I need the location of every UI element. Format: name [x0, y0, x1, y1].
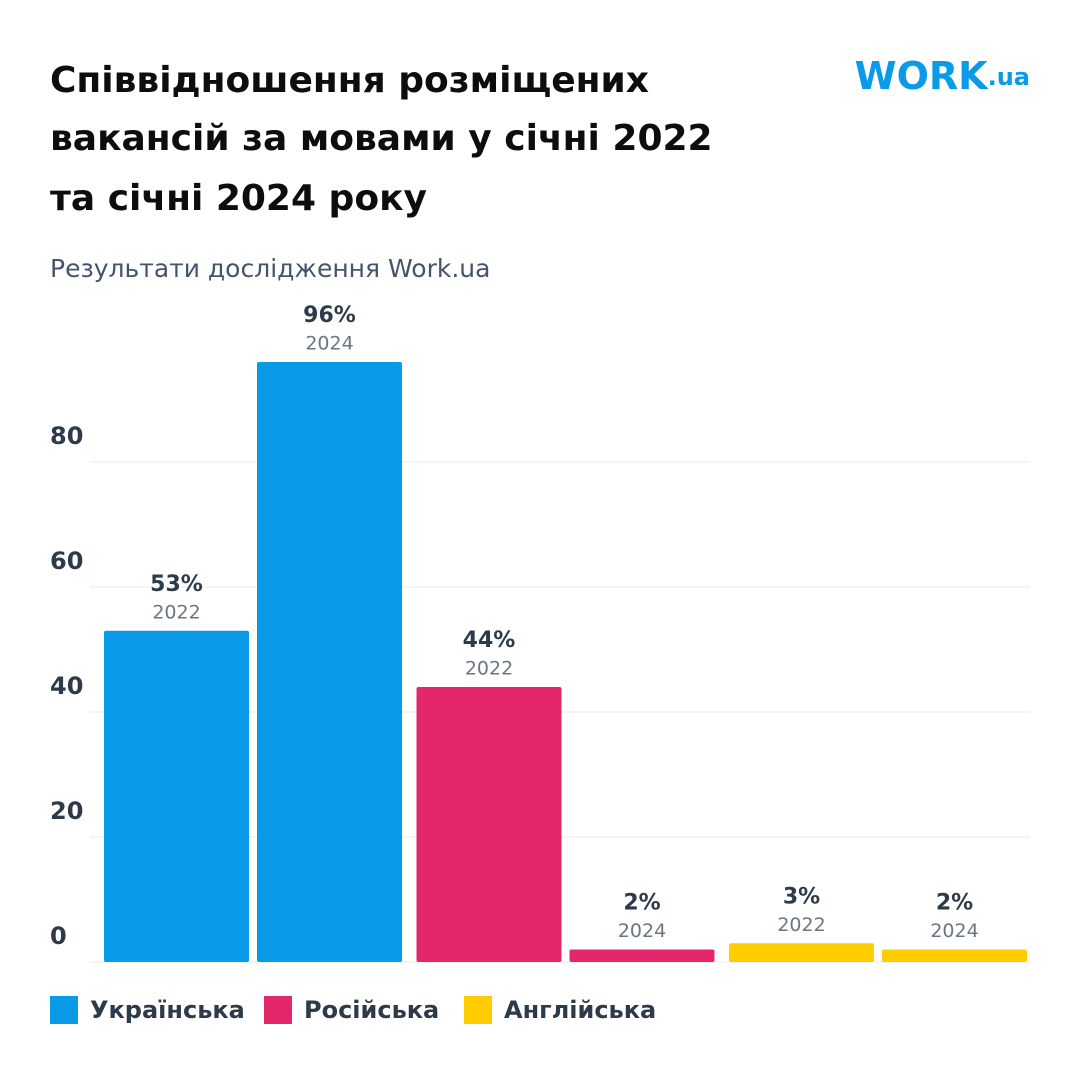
- legend-swatch: [50, 996, 78, 1024]
- chart-subtitle: Результати дослідження Work.ua: [50, 254, 490, 283]
- y-tick-label: 80: [50, 422, 83, 450]
- logo-suffix: .ua: [988, 63, 1030, 91]
- y-tick-label: 60: [50, 547, 83, 575]
- chart-title: та січні 2024 року: [50, 178, 427, 219]
- legend-swatch: [264, 996, 292, 1024]
- y-tick-label: 20: [50, 797, 83, 825]
- year-label: 2024: [618, 920, 666, 942]
- legend-swatch: [464, 996, 492, 1024]
- year-label: 2022: [777, 914, 825, 936]
- year-label: 2024: [930, 920, 978, 942]
- y-tick-label: 0: [50, 922, 67, 950]
- value-label: 3%: [783, 884, 820, 909]
- year-label: 2022: [152, 601, 200, 623]
- legend-label: Російська: [304, 996, 439, 1024]
- bar: [104, 630, 249, 962]
- value-label: 96%: [303, 303, 356, 328]
- y-tick-label: 40: [50, 672, 83, 700]
- bar: [729, 943, 874, 962]
- bar: [257, 362, 402, 962]
- logo: WORK.ua: [855, 54, 1030, 98]
- bar: [569, 949, 715, 962]
- year-label: 2022: [465, 658, 513, 680]
- value-label: 44%: [463, 628, 516, 653]
- value-label: 2%: [623, 891, 660, 916]
- legend-label: Українська: [90, 996, 245, 1024]
- value-label: 53%: [150, 572, 203, 597]
- legend-label: Англійська: [504, 996, 656, 1024]
- bar: [416, 687, 562, 962]
- bar: [882, 949, 1027, 962]
- value-label: 2%: [936, 891, 973, 916]
- chart-title: Співвідношення розміщених: [50, 60, 649, 101]
- year-label: 2024: [305, 333, 353, 355]
- chart-title: вакансій за мовами у січні 2022: [50, 118, 713, 159]
- logo-main: WORK: [855, 54, 989, 98]
